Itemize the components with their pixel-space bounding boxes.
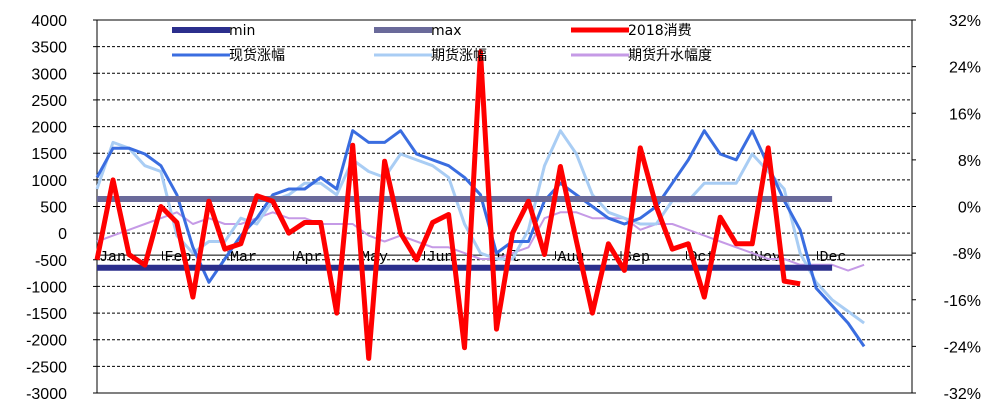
y-left-tick-label: 500 [40,200,67,217]
y-right-tick-label: -24% [944,339,981,356]
y-left-tick-label: 4000 [31,13,67,30]
y-left-tick-label: 3000 [31,66,67,83]
y-right-tick-label: 16% [949,106,981,123]
x-month-label: Jan [99,249,126,266]
y-left-tick-label: -500 [35,253,67,270]
x-month-label: Dec [820,249,847,266]
y-left-tick-label: 1000 [31,173,67,190]
legend-label: 2018消费 [628,23,692,39]
x-month-label: Sep [623,249,650,266]
y-left-tick-label: -2500 [26,359,67,376]
y-right-tick-label: -32% [944,386,981,403]
legend-label: 期货涨幅 [431,47,487,64]
series-line [95,129,865,325]
y-right-tick-label: 8% [958,153,981,170]
legend-label: 现货涨幅 [229,47,285,64]
legend-label: 期货升水幅度 [628,47,712,64]
x-month-label: Apr [296,249,323,266]
y-left-tick-label: -3000 [26,386,67,403]
legend-label: max [431,23,462,39]
y-left-tick-label: 3500 [31,40,67,57]
y-left-tick-label: 0 [58,226,67,243]
x-month-label: Nov [754,249,781,266]
y-left-tick-label: 2000 [31,120,67,137]
x-month-label: Mar [230,249,257,266]
y-right-tick-label: 32% [949,13,981,30]
series-line [96,211,865,272]
x-month-label: Jun [427,249,454,266]
y-right-tick-label: 0% [958,200,981,217]
y-left-tick-label: -2000 [26,333,67,350]
y-right-tick-label: -8% [953,246,981,263]
y-right-tick-label: -16% [944,293,981,310]
y-left-tick-label: -1000 [26,279,67,296]
series-line [94,49,801,361]
y-left-tick-label: 1500 [31,146,67,163]
series-line [95,129,866,348]
y-left-tick-label: 2500 [31,93,67,110]
y-right-tick-label: 24% [949,60,981,77]
legend-label: min [229,23,255,39]
y-left-tick-label: -1500 [26,306,67,323]
